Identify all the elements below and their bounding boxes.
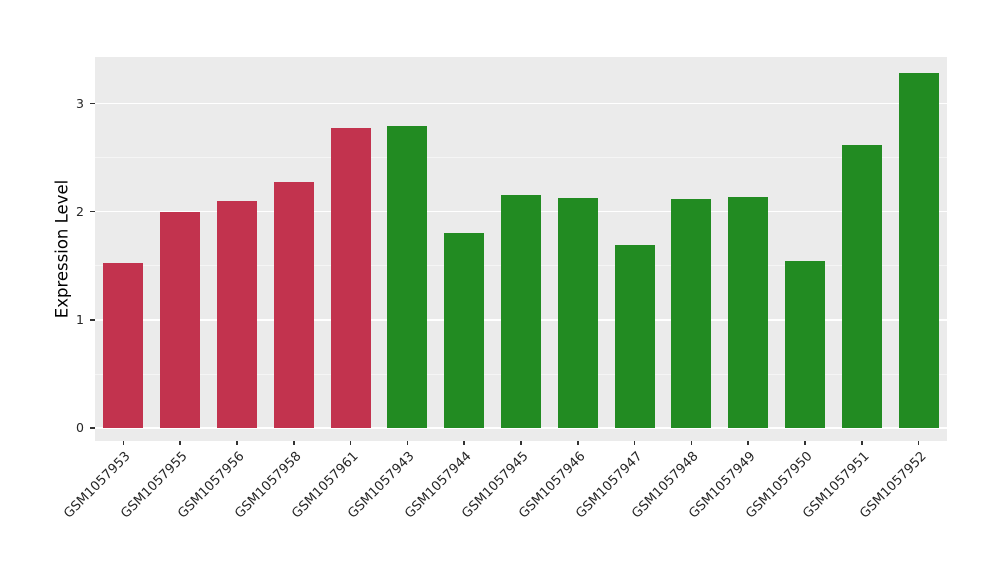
bar	[501, 195, 541, 428]
bar	[898, 73, 939, 428]
y-tick-label: 3	[76, 95, 84, 111]
plot-panel	[95, 57, 947, 441]
x-tick-mark	[917, 441, 920, 445]
x-tick-mark	[690, 441, 693, 445]
gridline-minor	[95, 157, 947, 158]
x-tick-label: GSM1057947	[572, 449, 646, 522]
bar	[444, 233, 485, 428]
x-tick-label: GSM1057943	[345, 449, 418, 522]
bar	[217, 200, 257, 428]
gridline-major	[95, 427, 947, 429]
x-tick-label: GSM1057961	[288, 449, 362, 522]
x-tick-mark	[406, 441, 409, 445]
y-tick-label: 1	[76, 311, 84, 327]
x-tick-label: GSM1057949	[686, 449, 759, 522]
x-tick-label: GSM1057958	[231, 449, 305, 522]
x-tick-mark	[577, 441, 579, 445]
gridline-major	[95, 102, 947, 105]
x-tick-mark	[293, 441, 295, 445]
bar	[671, 198, 712, 428]
x-tick-label: GSM1057956	[175, 449, 248, 522]
x-tick-mark	[520, 441, 522, 445]
bar	[160, 211, 201, 428]
x-tick-mark	[633, 441, 636, 445]
bar	[841, 144, 882, 428]
x-tick-label: GSM1057946	[515, 449, 589, 522]
x-tick-label: GSM1057945	[459, 449, 532, 522]
x-tick-label: GSM1057955	[118, 449, 191, 522]
bar	[273, 182, 314, 428]
x-tick-label: GSM1057953	[61, 449, 135, 522]
x-tick-mark	[463, 441, 465, 445]
bar	[557, 197, 598, 428]
y-tick-label: 0	[76, 420, 84, 435]
bar	[785, 261, 825, 428]
x-tick-mark	[747, 441, 749, 445]
x-tick-mark	[179, 441, 181, 445]
bar	[103, 262, 144, 428]
y-tick-mark	[90, 210, 95, 213]
bar	[387, 126, 428, 428]
bar	[728, 196, 769, 428]
x-tick-mark	[804, 441, 806, 445]
x-tick-label: GSM1057948	[629, 449, 702, 522]
x-tick-label: GSM1057952	[856, 449, 930, 522]
x-tick-mark	[349, 441, 352, 445]
x-tick-mark	[122, 441, 125, 445]
bar	[330, 128, 371, 428]
y-tick-label: 2	[76, 203, 84, 219]
y-tick-mark	[90, 102, 95, 105]
y-tick-mark	[90, 427, 95, 429]
x-tick-label: GSM1057951	[799, 449, 873, 522]
y-axis-title: Expression Level	[52, 179, 72, 319]
x-tick-mark	[861, 441, 863, 445]
bar	[614, 245, 655, 428]
x-tick-label: GSM1057950	[743, 449, 816, 522]
x-tick-mark	[236, 441, 238, 445]
x-tick-label: GSM1057944	[402, 449, 475, 522]
y-tick-mark	[90, 319, 95, 321]
